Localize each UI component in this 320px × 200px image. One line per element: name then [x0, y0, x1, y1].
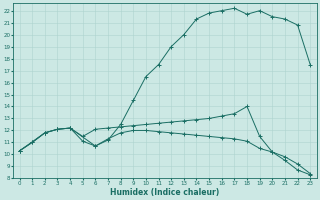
X-axis label: Humidex (Indice chaleur): Humidex (Indice chaleur) [110, 188, 220, 197]
